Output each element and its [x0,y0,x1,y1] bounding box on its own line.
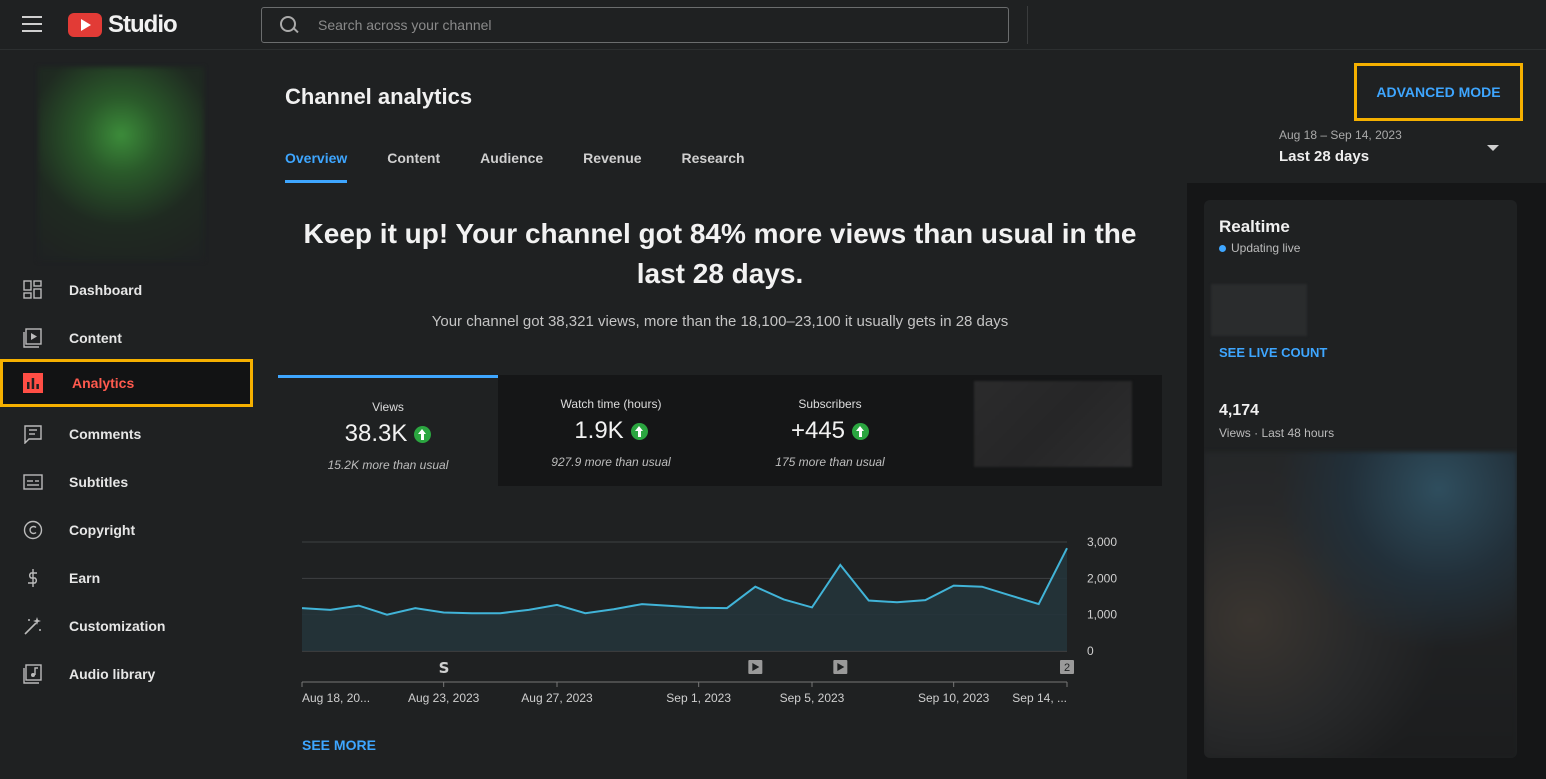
x-tick-label: Aug 23, 2023 [408,691,480,705]
youtube-logo-icon [68,13,102,37]
metric-note: 927.9 more than usual [551,455,671,469]
see-more-link[interactable]: SEE MORE [302,737,376,753]
metric-cards: Views 38.3K 15.2K more than usual Watch … [278,375,1162,486]
sidebar-item-label: Comments [69,426,142,442]
sidebar-item-label: Analytics [72,375,135,391]
sidebar-item-analytics[interactable]: Analytics [0,359,253,407]
sidebar: Dashboard Content Analytics Comments Subtitl… [0,51,255,779]
sidebar-item-earn[interactable]: Earn [0,554,253,602]
search-input[interactable] [318,17,968,33]
sidebar-item-label: Audio library [69,666,156,682]
date-range-text: Aug 18 – Sep 14, 2023 [1279,128,1402,142]
marker-count-label: 2 [1064,662,1070,674]
analytics-tabs: Overview Content Audience Revenue Resear… [285,150,785,183]
y-tick-label: 0 [1087,644,1094,658]
shorts-icon: S [439,659,450,677]
metric-watch-time[interactable]: Watch time (hours) 1.9K 927.9 more than … [498,375,724,486]
analytics-icon [23,373,43,393]
blurred-subscriber-count [1211,284,1307,336]
earn-icon [23,568,43,588]
dashboard-icon [23,280,43,300]
metric-note: 15.2K more than usual [327,458,449,472]
subline: Your channel got 38,321 views, more than… [431,313,1009,330]
metric-note: 175 more than usual [775,455,885,469]
play-icon [837,663,845,671]
search-icon[interactable] [280,16,298,34]
x-tick-label: Aug 27, 2023 [521,691,593,705]
sidebar-item-content[interactable]: Content [0,314,253,362]
metric-subscribers[interactable]: Subscribers +445 175 more than usual [724,375,936,486]
channel-avatar[interactable] [38,67,204,261]
live-status: Updating live [1219,241,1300,255]
top-bar: Studio [0,0,1546,50]
sidebar-item-customization[interactable]: Customization [0,602,253,650]
sidebar-item-comments[interactable]: Comments [0,410,253,458]
page-title: Channel analytics [285,84,473,109]
studio-logo[interactable]: Studio [68,11,178,38]
trend-up-icon [630,422,648,440]
sidebar-item-label: Content [69,330,122,346]
metric-value: +445 [790,417,846,444]
headline: Keep it up! Your channel got 84% more vi… [303,218,1137,289]
blurred-metric-thumbnail[interactable] [974,381,1132,467]
views-chart[interactable]: 0 1,000 2,000 3,000 S 2 Aug 18, 20... Aug 23, 2… [290,525,1150,715]
sidebar-item-label: Copyright [69,522,136,538]
x-tick-label: Sep 1, 2023 [666,691,731,705]
metric-label: Subscribers [798,397,862,411]
sidebar-item-label: Subtitles [69,474,129,490]
see-live-count-link[interactable]: SEE LIVE COUNT [1219,345,1328,360]
x-tick-label: Aug 18, 20... [302,691,370,705]
trend-up-icon [414,425,432,443]
sidebar-item-subtitles[interactable]: Subtitles [0,458,253,506]
content-icon [23,328,43,348]
advanced-mode-button[interactable]: ADVANCED MODE [1354,63,1523,121]
sidebar-item-label: Earn [69,570,101,586]
sidebar-item-audio-library[interactable]: Audio library [0,650,253,698]
live-dot-icon [1219,244,1226,252]
realtime-views-label: Views · Last 48 hours [1219,426,1335,440]
y-tick-label: 3,000 [1087,535,1117,549]
sidebar-item-label: Dashboard [69,282,143,298]
realtime-views-count: 4,174 [1219,402,1260,419]
x-tick-label: Sep 14, ... [1012,691,1067,705]
realtime-card: Realtime Updating live SEE LIVE COUNT 4,… [1204,200,1517,758]
date-preset-text: Last 28 days [1279,148,1370,165]
tab-overview[interactable]: Overview [285,150,348,183]
x-tick-label: Sep 10, 2023 [918,691,990,705]
audio-library-icon [23,664,43,684]
search-box[interactable] [261,7,1009,43]
tab-research[interactable]: Research [681,150,745,166]
topbar-divider [1027,6,1028,44]
sidebar-item-dashboard[interactable]: Dashboard [0,266,253,314]
x-tick-label: Sep 5, 2023 [780,691,845,705]
metric-value: 38.3K [344,420,408,447]
tab-revenue[interactable]: Revenue [583,150,642,166]
live-status-text: Updating live [1231,241,1301,255]
metric-label: Watch time (hours) [560,397,662,411]
metric-views[interactable]: Views 38.3K 15.2K more than usual [278,375,498,486]
series-line [301,547,1068,616]
metric-label: Views [372,400,404,414]
series-area [302,548,1067,651]
comments-icon [23,424,43,445]
sidebar-item-label: Customization [69,618,166,634]
sidebar-item-copyright[interactable]: Copyright [0,506,253,554]
blurred-realtime-graph[interactable] [1204,452,1517,758]
subtitles-icon [23,472,43,492]
trend-up-icon [852,422,870,440]
y-tick-label: 2,000 [1087,571,1117,585]
date-range-picker[interactable]: Aug 18 – Sep 14, 2023 Last 28 days [1279,128,1509,165]
customization-icon [23,616,43,636]
y-tick-label: 1,000 [1087,608,1117,622]
realtime-title: Realtime [1219,217,1290,236]
app-title: Studio [108,11,178,38]
tab-audience[interactable]: Audience [480,150,544,166]
dropdown-caret-icon[interactable] [1487,145,1499,151]
tab-content[interactable]: Content [387,150,441,166]
multi-video-marker [1060,660,1074,674]
menu-icon[interactable] [22,16,42,32]
play-icon [752,663,760,671]
metric-value: 1.9K [574,417,624,444]
copyright-icon [23,520,43,540]
